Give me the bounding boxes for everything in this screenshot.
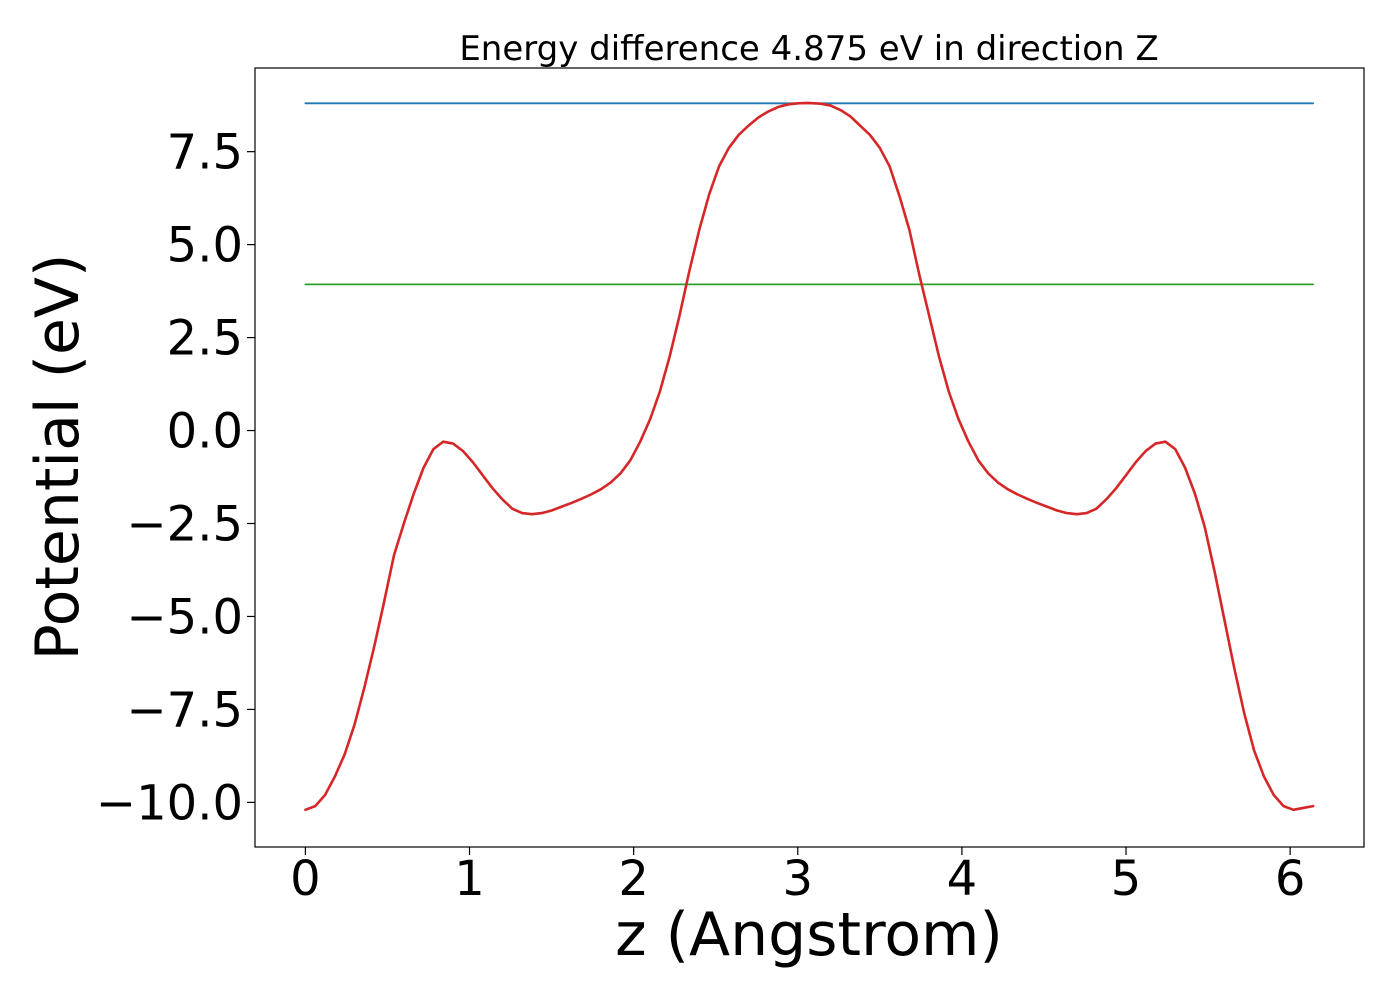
chart-title: Energy difference 4.875 eV in direction …	[459, 29, 1158, 69]
x-tick-label: 5	[1111, 851, 1142, 907]
x-tick-label: 4	[947, 851, 978, 907]
x-tick-label: 3	[782, 851, 813, 907]
y-tick-label: 7.5	[167, 125, 243, 181]
y-tick-label: 2.5	[167, 311, 243, 367]
plot-area: 0 1 2 3 4 5 6 −10.0 −7.5 −5.0 −2.5 0.0 2.5 5.0 7.5	[96, 67, 1365, 907]
y-tick-label: 5.0	[167, 218, 243, 274]
y-tick-label: −5.0	[126, 589, 243, 645]
x-tick-label: 0	[290, 851, 321, 907]
y-axis-label: Potential (eV)	[23, 254, 93, 661]
x-tick-label: 2	[618, 851, 649, 907]
plot-frame	[254, 67, 1365, 848]
y-tick-label: 0.0	[167, 404, 243, 460]
y-tick-label: −7.5	[126, 682, 243, 738]
x-axis-label: z (Angstrom)	[615, 900, 1003, 970]
x-tick-label: 1	[454, 851, 485, 907]
x-tick-label: 6	[1275, 851, 1306, 907]
series-line-2	[304, 101, 1315, 812]
y-tick-label: −2.5	[126, 497, 243, 553]
y-tick-label: −10.0	[96, 775, 243, 831]
